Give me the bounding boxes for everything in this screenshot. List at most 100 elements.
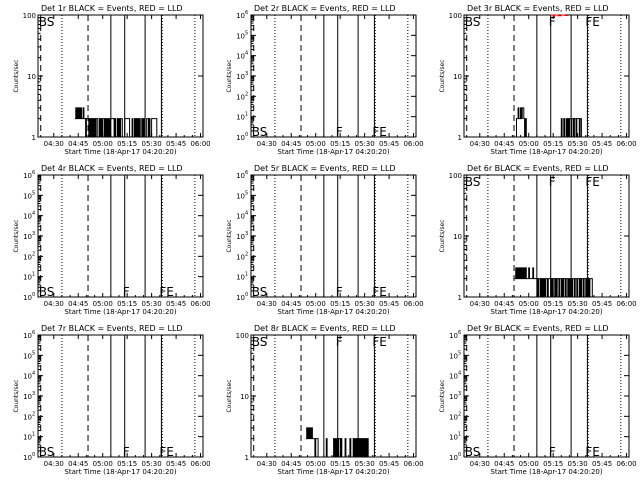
y-tick-label: 1: [245, 454, 249, 462]
y-tick-label: 100: [236, 332, 249, 340]
lld-series: [550, 14, 569, 17]
y-tick-label: 10: [240, 393, 249, 401]
x-axis-label: Start Time (18-Apr-17 04:20:20): [277, 148, 389, 156]
y-tick-label: 10: [453, 73, 462, 81]
x-tick-label: 04:30: [44, 460, 64, 468]
y-axis-label: Counts/sec: [439, 59, 446, 92]
x-tick-label: 05:15: [117, 460, 137, 468]
events-series: [514, 267, 593, 298]
marker-label: FE: [372, 285, 386, 299]
y-tick-label: 10: [236, 233, 245, 241]
x-tick-label: 05:15: [543, 300, 563, 308]
y-tick-exponent: 4: [32, 211, 35, 217]
events-series: [515, 107, 582, 138]
x-tick-label: 04:45: [281, 460, 301, 468]
marker-label: FE: [159, 285, 173, 299]
panel-det-6r: Det 6r BLACK = Events, RED = LLD 04:30 04:…: [439, 164, 637, 316]
y-tick-label: 1: [32, 134, 36, 142]
marker-label: BS: [39, 15, 55, 29]
events-series: [305, 427, 369, 458]
y-tick-exponent: 5: [245, 30, 248, 36]
y-tick-exponent: 0: [458, 452, 461, 458]
y-tick-exponent: 3: [32, 391, 35, 397]
y-tick-label: 10: [27, 73, 36, 81]
y-tick-exponent: 0: [32, 452, 35, 458]
x-tick-label: 04:30: [257, 300, 277, 308]
y-axis-label: Counts/sec: [13, 59, 20, 92]
marker-label: FE: [585, 15, 599, 29]
y-tick-exponent: 2: [458, 411, 461, 417]
marker-label: BS: [465, 15, 481, 29]
x-tick-label: 05:30: [355, 140, 375, 148]
x-tick-label: 04:45: [494, 460, 514, 468]
y-tick-label: 10: [449, 434, 458, 442]
y-tick-exponent: 6: [458, 330, 461, 336]
y-tick-label: 10: [236, 32, 245, 40]
x-tick-label: 05:45: [379, 460, 399, 468]
panel-title: Det 1r BLACK = Events, RED = LLD: [41, 4, 183, 13]
marker-label: BS: [252, 125, 268, 139]
y-tick-label: 10: [23, 192, 32, 200]
panel-det-3r: Det 3r BLACK = Events, RED = LLD 04:30 04:…: [439, 4, 637, 156]
x-tick-label: 05:30: [142, 300, 162, 308]
x-tick-label: 04:45: [68, 460, 88, 468]
panel-title: Det 7r BLACK = Events, RED = LLD: [41, 324, 183, 333]
plot-frame: [250, 14, 417, 138]
y-tick-label: 1: [458, 134, 462, 142]
x-tick-label: 04:45: [281, 300, 301, 308]
panel-title: Det 6r BLACK = Events, RED = LLD: [467, 164, 609, 173]
y-tick-label: 10: [236, 53, 245, 61]
plot-frame: [463, 14, 630, 138]
marker-label: F: [549, 15, 556, 29]
y-tick-exponent: 3: [245, 71, 248, 77]
x-tick-label: 05:30: [142, 460, 162, 468]
marker-label: BS: [252, 335, 268, 349]
x-tick-label: 05:30: [142, 140, 162, 148]
y-tick-exponent: 6: [245, 170, 248, 176]
panel-det-9r: Det 9r BLACK = Events, RED = LLD 04:30 04:…: [439, 324, 637, 476]
y-tick-label: 10: [23, 274, 32, 282]
x-tick-label: 04:45: [68, 300, 88, 308]
marker-label: F: [549, 175, 556, 189]
panel-title: Det 9r BLACK = Events, RED = LLD: [467, 324, 609, 333]
marker-label: FE: [372, 335, 386, 349]
marker-label: FE: [585, 445, 599, 459]
y-tick-exponent: 2: [32, 411, 35, 417]
panel-det-4r: Det 4r BLACK = Events, RED = LLD 04:30 04:…: [13, 164, 211, 316]
y-axis-label: Counts/sec: [226, 379, 233, 412]
x-axis-label: Start Time (18-Apr-17 04:20:20): [64, 468, 176, 476]
marker-label: FE: [159, 445, 173, 459]
x-tick-label: 05:45: [166, 460, 186, 468]
y-tick-exponent: 0: [245, 292, 248, 298]
y-tick-label: 10: [23, 434, 32, 442]
y-tick-exponent: 1: [245, 272, 248, 278]
y-tick-exponent: 6: [32, 170, 35, 176]
x-tick-label: 06:00: [616, 140, 636, 148]
y-tick-label: 10: [236, 134, 245, 142]
y-tick-exponent: 0: [32, 292, 35, 298]
x-tick-label: 05:45: [379, 140, 399, 148]
y-tick-label: 10: [236, 294, 245, 302]
x-tick-label: 04:30: [470, 300, 490, 308]
y-axis-label: Counts/sec: [226, 59, 233, 92]
x-tick-label: 05:15: [543, 140, 563, 148]
y-tick-label: 10: [453, 233, 462, 241]
y-tick-label: 100: [449, 12, 462, 20]
y-tick-exponent: 2: [245, 91, 248, 97]
y-tick-label: 10: [236, 213, 245, 221]
y-tick-exponent: 0: [245, 132, 248, 138]
panel-det-7r: Det 7r BLACK = Events, RED = LLD 04:30 04:…: [13, 324, 211, 476]
x-tick-label: 06:00: [190, 460, 210, 468]
marker-label: FE: [585, 175, 599, 189]
x-tick-label: 04:45: [494, 300, 514, 308]
y-tick-exponent: 5: [458, 350, 461, 356]
y-tick-label: 10: [236, 114, 245, 122]
x-tick-label: 04:30: [470, 140, 490, 148]
plot-frame: [37, 174, 204, 298]
x-tick-label: 04:30: [44, 300, 64, 308]
y-tick-label: 10: [23, 393, 32, 401]
x-tick-label: 04:30: [257, 460, 277, 468]
x-tick-label: 06:00: [403, 300, 423, 308]
y-tick-exponent: 1: [458, 432, 461, 438]
marker-label: F: [336, 125, 343, 139]
